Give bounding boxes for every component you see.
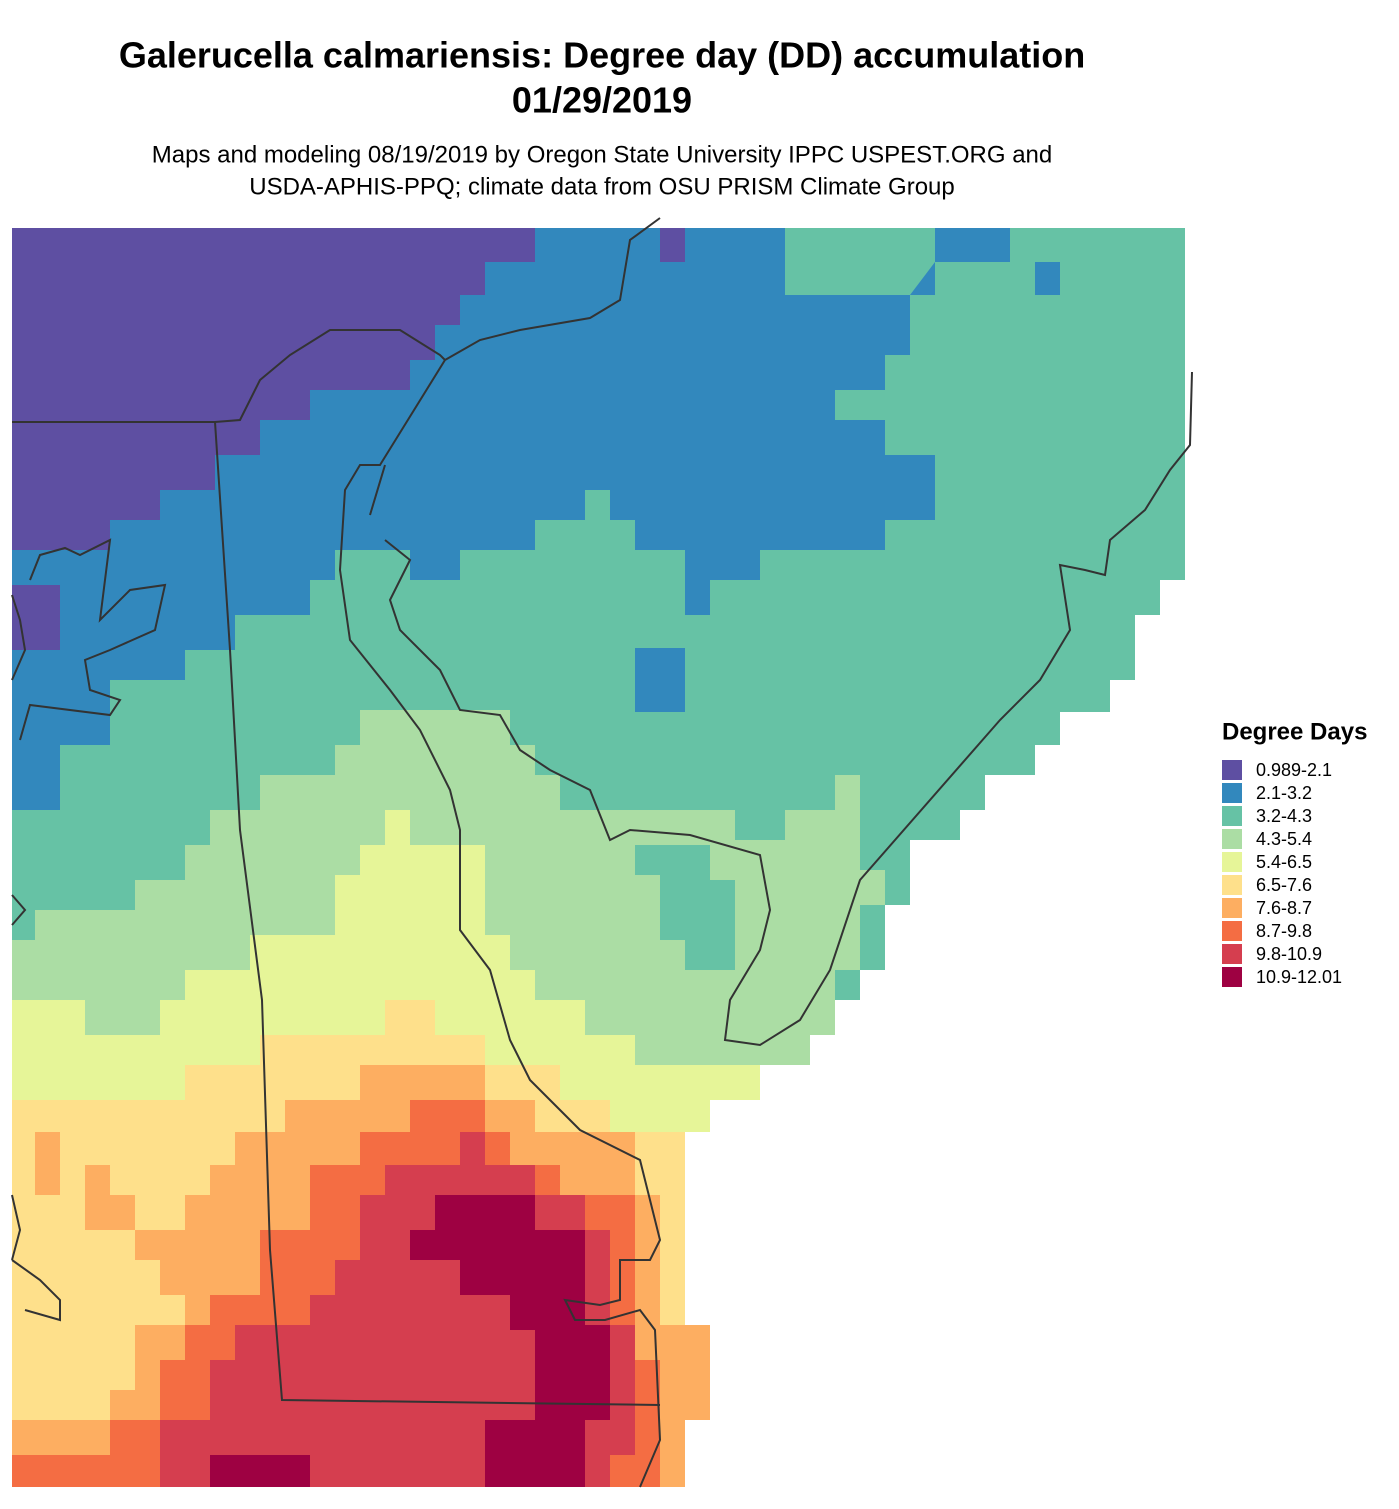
map — [11, 217, 1193, 1488]
legend-label: 2.1-3.2 — [1256, 783, 1312, 803]
state-border — [11, 538, 167, 1322]
legend-label: 9.8-10.9 — [1256, 944, 1322, 964]
legend-label: 6.5-7.6 — [1256, 875, 1312, 895]
map-region — [12, 228, 1060, 810]
map-region — [660, 228, 685, 262]
map-region — [210, 1455, 310, 1487]
legend-label: 8.7-9.8 — [1256, 921, 1312, 941]
title: 01/29/2019 — [512, 80, 692, 121]
state-border — [369, 371, 1193, 1047]
legend-swatch — [1222, 852, 1242, 872]
legend-swatch — [1222, 967, 1242, 987]
state-border — [338, 217, 662, 1488]
map-region — [35, 1132, 60, 1195]
title: Galerucella calmariensis: Degree day (DD… — [119, 35, 1085, 76]
legend: 0.989-2.1 2.1-3.2 3.2-4.3 4.3-5.4 5.4-6.5 6.5… — [1222, 760, 1342, 987]
legend-swatch — [1222, 898, 1242, 918]
legend-swatch — [1222, 783, 1242, 803]
state-border — [12, 329, 446, 423]
map-region — [410, 1195, 610, 1487]
map-region — [635, 845, 735, 970]
legend-label: 7.6-8.7 — [1256, 898, 1312, 918]
state-border — [214, 421, 661, 1406]
legend-title: Degree Days — [1222, 718, 1367, 745]
legend-swatch — [1222, 829, 1242, 849]
legend-swatch — [1222, 875, 1242, 895]
map-region — [12, 585, 60, 650]
legend-label: 5.4-6.5 — [1256, 852, 1312, 872]
legend-swatch — [1222, 921, 1242, 941]
map-region — [635, 648, 685, 712]
subtitle: USDA-APHIS-PPQ; climate data from OSU PR… — [249, 173, 955, 200]
legend-label: 10.9-12.01 — [1256, 967, 1342, 987]
legend-label: 4.3-5.4 — [1256, 829, 1312, 849]
legend-label: 3.2-4.3 — [1256, 806, 1312, 826]
legend-swatch — [1222, 760, 1242, 780]
legend-label: 0.989-2.1 — [1256, 760, 1332, 780]
legend-swatch — [1222, 806, 1242, 826]
legend-swatch — [1222, 944, 1242, 964]
subtitle: Maps and modeling 08/19/2019 by Oregon S… — [152, 141, 1052, 168]
map-region — [12, 228, 535, 550]
